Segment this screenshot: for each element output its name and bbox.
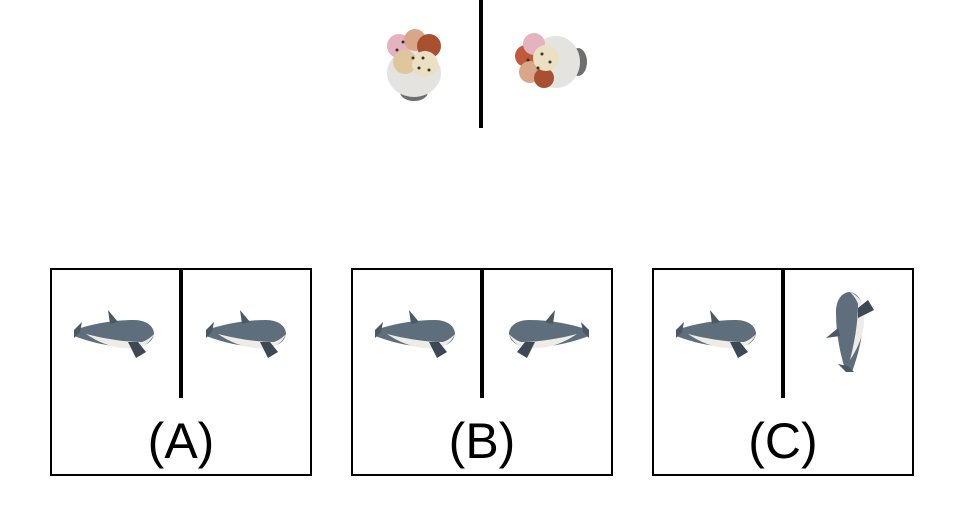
shark-mirrored-icon: [509, 310, 589, 358]
sundae-icon: [387, 29, 441, 101]
option-c-divider: [781, 270, 785, 398]
shark-icon: [676, 310, 756, 358]
option-a-box[interactable]: (A): [50, 268, 312, 476]
shark-icon: [74, 310, 154, 358]
shark-rotated-icon: [826, 292, 874, 372]
option-a-label: (A): [147, 413, 215, 469]
option-c-label: (C): [748, 413, 818, 469]
shark-icon: [206, 310, 286, 358]
reference-divider: [479, 0, 483, 128]
option-c-box[interactable]: (C): [652, 268, 914, 476]
option-b-divider: [480, 270, 484, 398]
option-b-box[interactable]: (B): [351, 268, 613, 476]
sundae-rotated-icon: [515, 33, 587, 88]
shark-icon: [375, 310, 455, 358]
option-a-divider: [179, 270, 183, 398]
option-b-label: (B): [448, 413, 516, 469]
